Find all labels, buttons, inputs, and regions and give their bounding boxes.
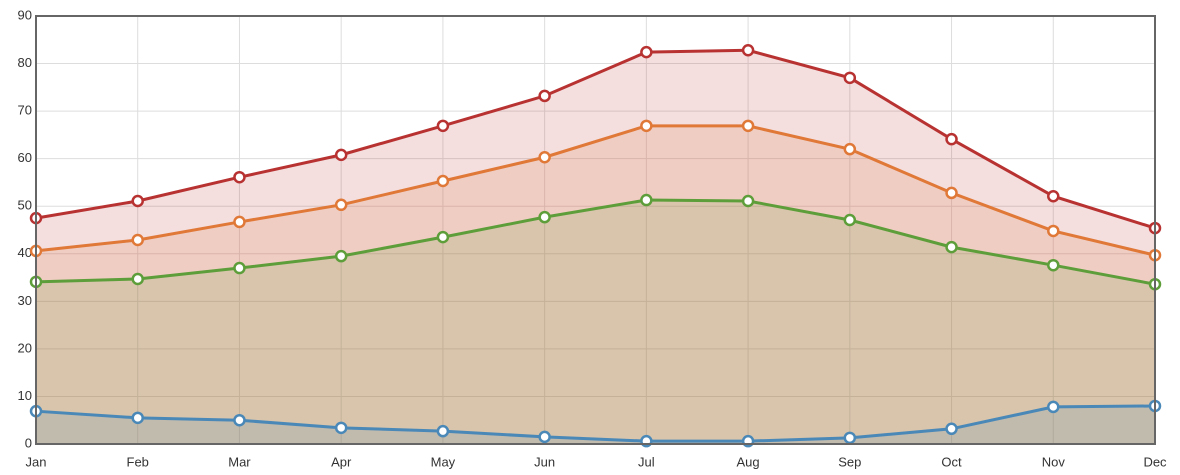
- point: [741, 119, 755, 133]
- point: [233, 413, 246, 427]
- point: [131, 272, 144, 286]
- x-tick-label: Apr: [331, 454, 352, 469]
- point: [436, 424, 450, 438]
- point: [233, 215, 246, 229]
- plot-background: [36, 16, 1155, 444]
- point: [843, 71, 857, 85]
- point: [334, 249, 348, 263]
- point: [131, 194, 144, 208]
- x-tick-label: Jan: [26, 454, 47, 469]
- y-tick-label: 70: [18, 103, 32, 118]
- area: [36, 50, 1155, 445]
- y-tick-label: 90: [18, 7, 32, 22]
- point: [334, 148, 348, 162]
- line: [35, 124, 1156, 257]
- plot-frame: [35, 15, 1156, 445]
- x-tick-label: Oct: [941, 454, 962, 469]
- point: [436, 119, 450, 133]
- y-tick-label: 20: [18, 340, 32, 355]
- point: [436, 174, 450, 188]
- line: [35, 48, 1156, 230]
- point: [741, 194, 755, 208]
- y-tick-label: 10: [18, 388, 32, 403]
- point: [1047, 224, 1060, 238]
- x-tick-label: Aug: [737, 454, 760, 469]
- point: [233, 170, 246, 184]
- point: [843, 431, 857, 445]
- area: [36, 200, 1155, 444]
- y-tick-label: 40: [18, 245, 32, 260]
- point: [741, 43, 755, 57]
- point: [843, 213, 857, 227]
- x-tick-label: May: [431, 454, 456, 469]
- x-tick-label: Jul: [638, 454, 655, 469]
- point: [233, 261, 246, 275]
- y-tick-label: 30: [18, 293, 32, 308]
- point: [640, 119, 653, 133]
- point: [334, 421, 348, 435]
- x-tick-label: Mar: [228, 454, 251, 469]
- line: [35, 404, 1156, 443]
- area: [36, 125, 1155, 444]
- point: [538, 210, 551, 224]
- point: [436, 230, 450, 244]
- point: [640, 193, 653, 207]
- point: [945, 132, 958, 146]
- point: [945, 240, 958, 254]
- point: [538, 150, 551, 164]
- point: [843, 142, 857, 156]
- y-tick-label: 0: [25, 435, 32, 450]
- y-tick-label: 50: [18, 198, 32, 213]
- x-tick-label: Feb: [127, 454, 149, 469]
- x-tick-label: Sep: [838, 454, 861, 469]
- x-tick-label: Dec: [1143, 454, 1167, 469]
- y-tick-label: 60: [18, 150, 32, 165]
- point: [131, 233, 144, 247]
- point: [131, 411, 144, 425]
- point: [945, 186, 958, 200]
- x-tick-label: Nov: [1042, 454, 1066, 469]
- point: [640, 45, 653, 59]
- line: [35, 198, 1156, 286]
- point: [945, 422, 958, 436]
- point: [1047, 258, 1060, 272]
- point: [538, 89, 551, 103]
- point: [1047, 189, 1060, 203]
- point: [334, 198, 348, 212]
- x-tick-label: Jun: [534, 454, 555, 469]
- point: [538, 430, 551, 444]
- y-tick-label: 80: [18, 55, 32, 70]
- area: [36, 405, 1155, 444]
- point: [1047, 400, 1060, 414]
